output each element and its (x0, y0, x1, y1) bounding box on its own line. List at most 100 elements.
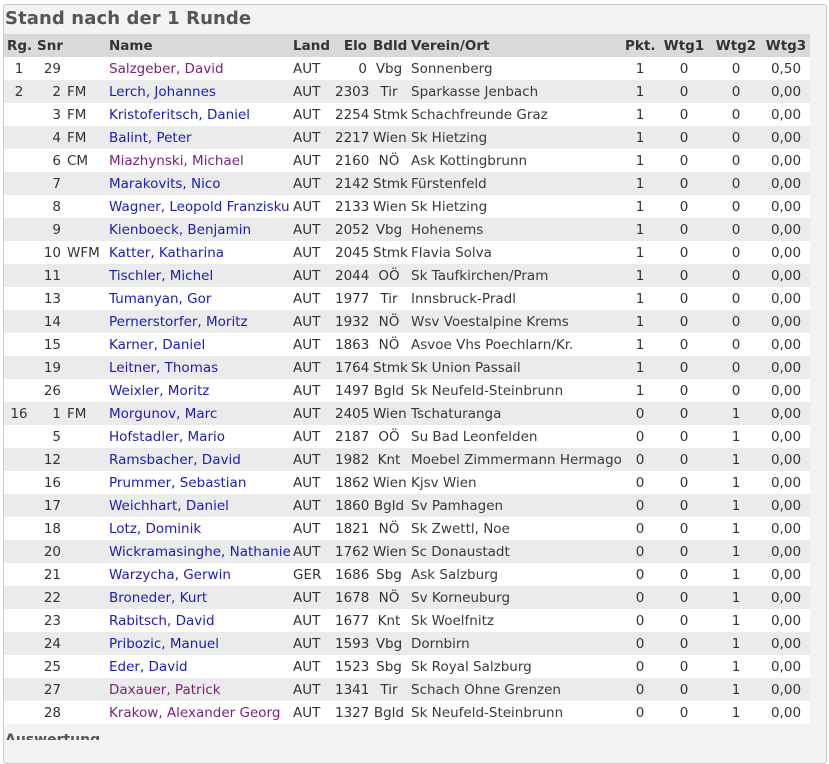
player-name-link[interactable]: Prummer, Sebastian (106, 471, 290, 494)
state-cell: OÖ (370, 264, 408, 287)
player-name-link[interactable]: Pernerstorfer, Moritz (106, 310, 290, 333)
club-cell: Sonnenberg (408, 57, 622, 80)
tiebreak-2-cell: 1 (710, 517, 762, 540)
country-cell: AUT (290, 149, 332, 172)
title-cell (64, 701, 106, 724)
elo-cell: 1977 (332, 287, 370, 310)
player-name-link[interactable]: Hofstadler, Mario (106, 425, 290, 448)
player-name-link[interactable]: Weixler, Moritz (106, 379, 290, 402)
player-name-link[interactable]: Marakovits, Nico (106, 172, 290, 195)
table-row: 18 Lotz, Dominik AUT 1821 NÖ Sk Zwettl, Noe 0 0… (4, 517, 810, 540)
player-name-link[interactable]: Salzgeber, David (106, 57, 290, 80)
tiebreak-3-cell: 0,00 (762, 448, 810, 471)
player-name-link[interactable]: Morgunov, Marc (106, 402, 290, 425)
rank-cell (4, 356, 34, 379)
player-name-link[interactable]: Katter, Katharina (106, 241, 290, 264)
player-name-link[interactable]: Rabitsch, David (106, 609, 290, 632)
points-cell: 0 (622, 448, 658, 471)
player-name-link[interactable]: Lotz, Dominik (106, 517, 290, 540)
player-name-link[interactable]: Warzycha, Gerwin (106, 563, 290, 586)
title-cell (64, 310, 106, 333)
state-cell: Sbg (370, 563, 408, 586)
tiebreak-2-cell: 0 (710, 379, 762, 402)
elo-cell: 1862 (332, 471, 370, 494)
table-row: 22 Broneder, Kurt AUT 1678 NÖ Sv Korneuburg 0 0… (4, 586, 810, 609)
title-cell (64, 632, 106, 655)
title-cell (64, 586, 106, 609)
state-cell: Vbg (370, 632, 408, 655)
start-number-cell: 21 (34, 563, 64, 586)
tiebreak-2-cell: 0 (710, 57, 762, 80)
player-name-link[interactable]: Ramsbacher, David (106, 448, 290, 471)
points-cell: 1 (622, 356, 658, 379)
start-number-cell: 29 (34, 57, 64, 80)
tiebreak-3-cell: 0,00 (762, 632, 810, 655)
player-name-link[interactable]: Tumanyan, Gor (106, 287, 290, 310)
rank-cell (4, 632, 34, 655)
title-cell (64, 172, 106, 195)
table-row: 21 Warzycha, Gerwin GER 1686 Sbg Ask Salzburg… (4, 563, 810, 586)
rank-cell (4, 310, 34, 333)
table-row: 9 Kienboeck, Benjamin AUT 2052 Vbg Hohenems 1 0… (4, 218, 810, 241)
rank-cell (4, 195, 34, 218)
club-cell: Sv Korneuburg (408, 586, 622, 609)
points-cell: 0 (622, 540, 658, 563)
player-name-link[interactable]: Krakow, Alexander Georg (106, 701, 290, 724)
tiebreak-3-cell: 0,00 (762, 218, 810, 241)
start-number-cell: 28 (34, 701, 64, 724)
points-cell: 0 (622, 494, 658, 517)
title-cell: FM (64, 402, 106, 425)
table-row: 28 Krakow, Alexander Georg AUT 1327 Bgld Sk N… (4, 701, 810, 724)
table-row: 16 Prummer, Sebastian AUT 1862 Wien Kjsv Wien… (4, 471, 810, 494)
player-name-link[interactable]: Miazhynski, Michael (106, 149, 290, 172)
points-cell: 1 (622, 264, 658, 287)
country-cell: AUT (290, 103, 332, 126)
tiebreak-2-cell: 1 (710, 425, 762, 448)
title-cell: CM (64, 149, 106, 172)
elo-cell: 1982 (332, 448, 370, 471)
club-cell: Asvoe Vhs Poechlarn/Kr. (408, 333, 622, 356)
tiebreak-2-cell: 1 (710, 632, 762, 655)
country-cell: AUT (290, 701, 332, 724)
club-cell: Sparkasse Jenbach (408, 80, 622, 103)
player-name-link[interactable]: Tischler, Michel (106, 264, 290, 287)
tiebreak-2-cell: 1 (710, 471, 762, 494)
player-name-link[interactable]: Lerch, Johannes (106, 80, 290, 103)
club-cell: Sc Donaustadt (408, 540, 622, 563)
club-cell: Sk Union Passail (408, 356, 622, 379)
tiebreak-1-cell: 0 (658, 80, 710, 103)
title-cell (64, 448, 106, 471)
rank-cell (4, 655, 34, 678)
points-cell: 0 (622, 678, 658, 701)
table-row: 8 Wagner, Leopold Franziskus AUT 2133 Wien Sk… (4, 195, 810, 218)
tiebreak-1-cell: 0 (658, 517, 710, 540)
title-cell: WFM (64, 241, 106, 264)
player-name-link[interactable]: Broneder, Kurt (106, 586, 290, 609)
player-name-link[interactable]: Kristoferitsch, Daniel (106, 103, 290, 126)
player-name-link[interactable]: Karner, Daniel (106, 333, 290, 356)
tiebreak-1-cell: 0 (658, 540, 710, 563)
player-name-link[interactable]: Eder, David (106, 655, 290, 678)
start-number-cell: 12 (34, 448, 64, 471)
player-name-link[interactable]: Leitner, Thomas (106, 356, 290, 379)
tiebreak-2-cell: 0 (710, 80, 762, 103)
tiebreak-2-cell: 1 (710, 586, 762, 609)
player-name-link[interactable]: Wickramasinghe, Nathaniel (106, 540, 290, 563)
player-name-link[interactable]: Weichhart, Daniel (106, 494, 290, 517)
rank-cell (4, 494, 34, 517)
player-name-link[interactable]: Kienboeck, Benjamin (106, 218, 290, 241)
start-number-cell: 7 (34, 172, 64, 195)
state-cell: Knt (370, 448, 408, 471)
start-number-cell: 18 (34, 517, 64, 540)
tiebreak-1-cell: 0 (658, 678, 710, 701)
player-name-link[interactable]: Pribozic, Manuel (106, 632, 290, 655)
elo-cell: 2045 (332, 241, 370, 264)
tiebreak-3-cell: 0,00 (762, 264, 810, 287)
state-cell: Stmk (370, 241, 408, 264)
country-cell: AUT (290, 448, 332, 471)
player-name-link[interactable]: Daxauer, Patrick (106, 678, 290, 701)
rank-cell (4, 333, 34, 356)
player-name-link[interactable]: Balint, Peter (106, 126, 290, 149)
col-header-name: Name (106, 34, 290, 57)
player-name-link[interactable]: Wagner, Leopold Franziskus (106, 195, 290, 218)
